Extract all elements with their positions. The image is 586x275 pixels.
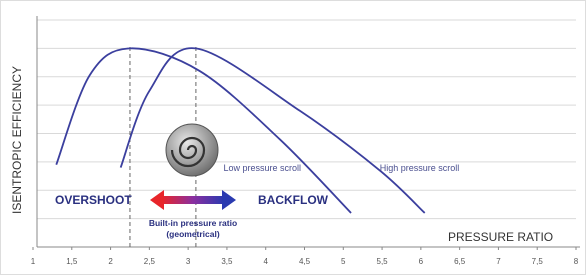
x-tick-label: 4 bbox=[263, 257, 268, 266]
overshoot-label: OVERSHOOT bbox=[55, 193, 132, 207]
x-axis-label: PRESSURE RATIO bbox=[448, 230, 553, 244]
builtin-label: Built-in pressure ratio (geometrical) bbox=[128, 218, 258, 240]
series-label-box: Low pressure scroll bbox=[221, 163, 301, 189]
x-tick-label: 5,5 bbox=[377, 257, 389, 266]
x-tick-label: 1 bbox=[31, 257, 36, 266]
y-axis-label: ISENTROPIC EFFICIENCY bbox=[10, 66, 24, 214]
x-tick-label: 3 bbox=[186, 257, 191, 266]
scroll-icon bbox=[166, 124, 218, 176]
series-label: Low pressure scroll bbox=[221, 163, 301, 174]
x-tick-label: 2 bbox=[108, 257, 113, 266]
backflow-label: BACKFLOW bbox=[258, 193, 329, 207]
series-label-box: High pressure scroll bbox=[380, 163, 490, 179]
x-tick-label: 2,5 bbox=[144, 257, 156, 266]
series-label: High pressure scroll bbox=[380, 163, 490, 174]
x-tick-label: 5 bbox=[341, 257, 346, 266]
x-tick-label: 7,5 bbox=[532, 257, 544, 266]
x-tick-label: 6 bbox=[419, 257, 424, 266]
x-tick-label: 6,5 bbox=[454, 257, 466, 266]
x-tick-label: 7 bbox=[496, 257, 501, 266]
chart: 1 1,5 2 2,5 3 3,5 4 4,5 5 5,5 6 6,5 7 7,5 8 Low pressu… bbox=[0, 0, 586, 275]
x-tick-label: 8 bbox=[574, 257, 579, 266]
x-tick-label: 4,5 bbox=[299, 257, 311, 266]
x-tick-label: 3,5 bbox=[221, 257, 233, 266]
builtin-note: Built-in pressure ratio (geometrical) bbox=[128, 218, 258, 246]
x-tick-label: 1,5 bbox=[66, 257, 78, 266]
